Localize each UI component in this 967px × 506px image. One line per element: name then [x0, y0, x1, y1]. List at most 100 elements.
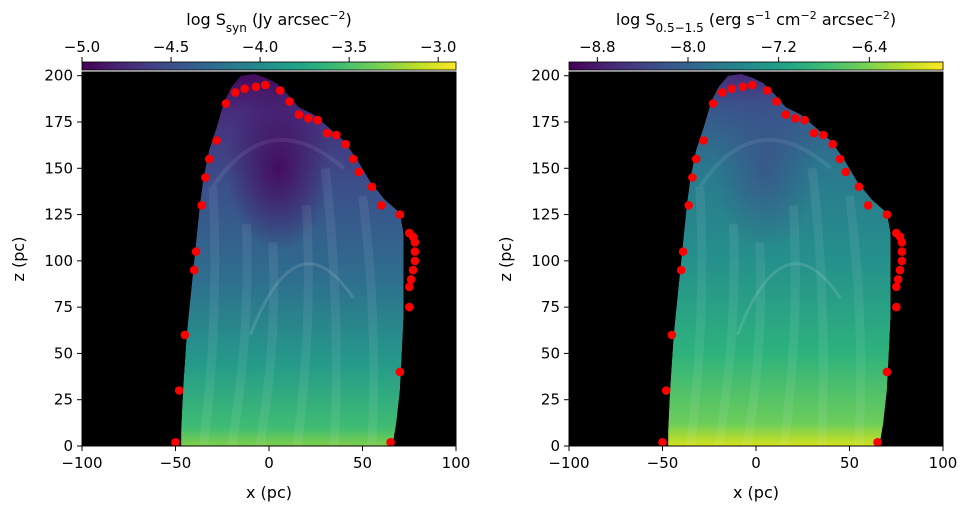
- marker-point: [180, 330, 190, 340]
- colorbar-tick-label: −6.4: [851, 38, 887, 56]
- y-axis-label: z (pc): [496, 237, 515, 282]
- y-tick-label: 100: [531, 252, 560, 270]
- y-tick-label: 75: [541, 298, 560, 316]
- marker-point: [231, 88, 240, 97]
- y-tick-label: 25: [54, 391, 73, 409]
- marker-point: [410, 247, 420, 256]
- marker-point: [240, 84, 249, 93]
- marker-point: [835, 154, 845, 164]
- y-tick-label: 150: [44, 159, 73, 177]
- marker-point: [395, 367, 405, 377]
- colorbar-tick-label: −8.8: [579, 38, 615, 56]
- marker-point: [800, 115, 809, 125]
- y-tick-label: 50: [541, 344, 560, 362]
- marker-point: [395, 210, 405, 219]
- x-tick-label: −50: [647, 454, 679, 472]
- y-tick-label: 175: [531, 113, 560, 131]
- marker-point: [408, 265, 418, 275]
- colorbar-tick-label: −3.5: [331, 38, 367, 56]
- marker-point: [684, 201, 693, 210]
- x-tick-label: −50: [160, 454, 192, 472]
- marker-point: [678, 247, 688, 256]
- marker-point: [221, 99, 231, 108]
- x-tick-label: 0: [751, 454, 761, 472]
- marker-point: [781, 110, 791, 119]
- marker-point: [661, 386, 671, 395]
- marker-point: [285, 97, 294, 106]
- marker-point: [410, 256, 420, 266]
- marker-point: [332, 130, 341, 140]
- emission-map: [181, 73, 404, 447]
- marker-point: [658, 438, 667, 447]
- marker-point: [893, 275, 903, 284]
- marker-point: [828, 139, 837, 149]
- marker-point: [341, 139, 351, 149]
- marker-series: [658, 80, 907, 447]
- x-tick-label: −100: [61, 454, 102, 472]
- colorbar-label: log S0.5−1.5 (erg s−1 cm−2 arcsec−2): [616, 9, 896, 36]
- marker-point: [718, 88, 727, 97]
- marker-point: [897, 247, 907, 256]
- marker-point: [892, 302, 901, 312]
- marker-point: [197, 201, 206, 210]
- marker-point: [809, 128, 819, 138]
- marker-point: [171, 438, 180, 447]
- emission-map: [668, 73, 891, 447]
- marker-point: [212, 136, 221, 145]
- marker-point: [367, 182, 377, 192]
- marker-point: [727, 84, 736, 93]
- marker-point: [261, 80, 270, 90]
- x-tick-label: 0: [264, 454, 274, 472]
- panel-xray: −100 −50 0 50 100 0 25 50 75 100 125 150 175 200 x (pc…: [496, 9, 957, 503]
- marker-point: [688, 173, 697, 182]
- marker-point: [376, 201, 386, 210]
- colorbar: [568, 61, 944, 71]
- marker-point: [691, 154, 701, 164]
- marker-series: [171, 80, 420, 447]
- marker-point: [738, 82, 748, 92]
- marker-point: [406, 275, 416, 284]
- marker-point: [882, 367, 892, 377]
- marker-point: [189, 265, 199, 275]
- y-tick-label: 125: [44, 206, 73, 224]
- y-tick-label: 0: [63, 437, 73, 455]
- y-axis-label: z (pc): [9, 237, 28, 282]
- colorbar-tick-label: −5.0: [64, 38, 100, 56]
- marker-point: [174, 386, 184, 395]
- marker-point: [699, 136, 708, 145]
- colorbar-label: log Ssyn (Jy arcsec−2): [186, 9, 351, 36]
- x-tick-label: 50: [353, 454, 372, 472]
- marker-point: [676, 265, 686, 275]
- marker-point: [772, 97, 781, 106]
- marker-point: [854, 182, 864, 192]
- panel-synchrotron: −100 −50 0 50 100 0 25 50 75 100 125 150 175 200 x (pc…: [9, 9, 470, 503]
- marker-point: [762, 86, 772, 95]
- marker-point: [313, 115, 322, 125]
- x-tick-label: 50: [840, 454, 859, 472]
- y-tick-label: 100: [44, 252, 73, 270]
- marker-point: [667, 330, 677, 340]
- marker-point: [304, 114, 313, 123]
- marker-point: [748, 80, 757, 90]
- marker-point: [191, 247, 201, 256]
- marker-point: [201, 173, 210, 182]
- marker-point: [897, 256, 907, 266]
- colorbar-tick-label: −8.0: [670, 38, 706, 56]
- marker-point: [791, 114, 800, 123]
- y-tick-label: 125: [531, 206, 560, 224]
- marker-point: [386, 438, 395, 447]
- x-axis-label: x (pc): [733, 483, 779, 502]
- marker-point: [873, 438, 882, 447]
- marker-point: [275, 86, 285, 95]
- colorbar: [81, 61, 457, 71]
- marker-point: [895, 265, 905, 275]
- y-tick-label: 25: [541, 391, 560, 409]
- y-tick-label: 0: [550, 437, 560, 455]
- marker-point: [251, 82, 261, 92]
- colorbar-tick-label: −3.0: [420, 38, 456, 56]
- marker-point: [204, 154, 214, 164]
- marker-point: [841, 167, 851, 177]
- marker-point: [348, 154, 358, 164]
- x-tick-label: −100: [548, 454, 589, 472]
